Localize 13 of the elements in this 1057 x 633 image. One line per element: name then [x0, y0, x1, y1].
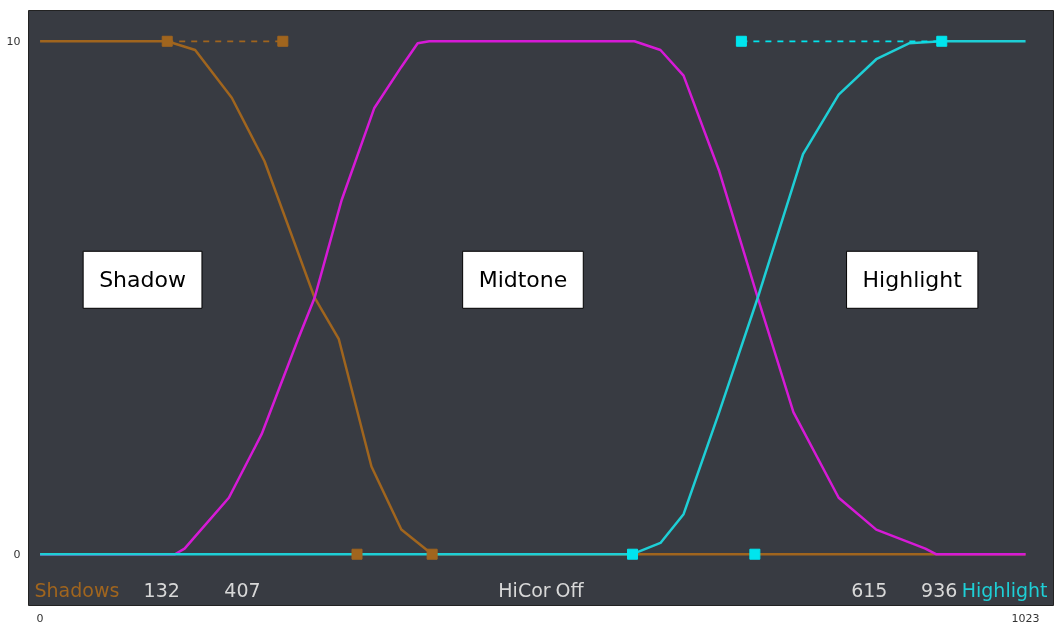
annotation: HiCor: [498, 579, 551, 602]
annotation: Highlight: [862, 267, 963, 293]
annotation: Shadow: [99, 267, 186, 293]
x-tick-label: 1023: [1011, 611, 1040, 625]
annotation: 615: [851, 579, 888, 602]
annotation: Midtone: [478, 267, 568, 293]
annotation: Off: [555, 579, 585, 602]
y-tick-label: 10: [6, 35, 21, 49]
annotation: 407: [224, 579, 261, 602]
annotation: 132: [143, 579, 180, 602]
text: Highlight: [961, 579, 1048, 602]
annotation: 936: [921, 579, 958, 602]
text: Shadows: [34, 579, 120, 602]
